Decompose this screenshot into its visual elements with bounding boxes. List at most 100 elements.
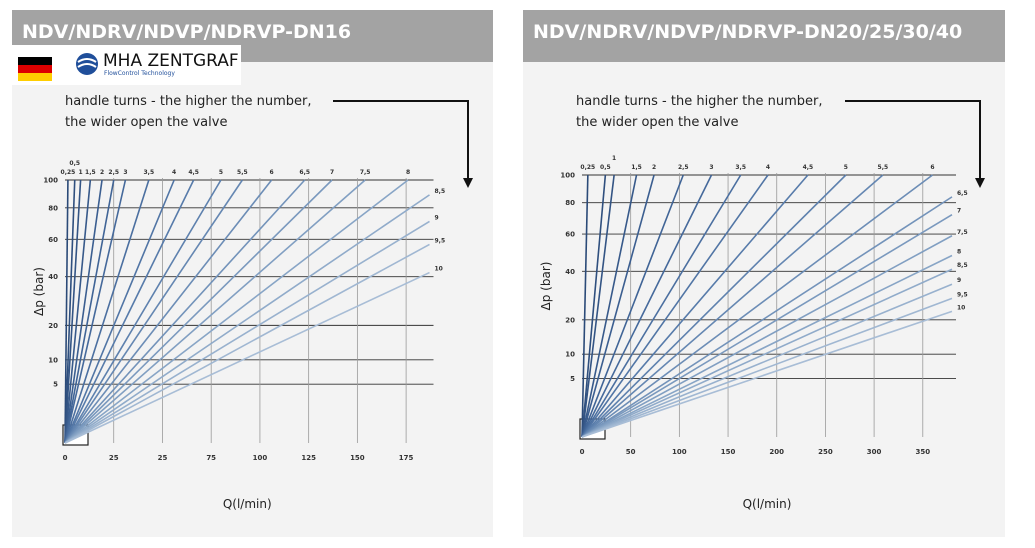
- curve: [581, 174, 638, 438]
- chart-title: NDV/NDRV/NDVP/NDRVP-DN20/25/30/40: [533, 21, 962, 43]
- curve: [581, 214, 953, 438]
- y-axis-label: Δp (bar): [32, 267, 46, 316]
- legend-label: 6,5: [957, 190, 968, 197]
- legend-label: 9: [957, 277, 961, 284]
- flag: [18, 57, 52, 81]
- legend-label: 5,5: [237, 169, 248, 176]
- arrow-head: [975, 178, 985, 188]
- curve: [581, 174, 589, 438]
- legend-label: 9,5: [435, 237, 446, 244]
- annotation: handle turns - the higher the number,: [65, 94, 311, 109]
- curve: [581, 283, 953, 438]
- legend-label: 3: [709, 164, 713, 171]
- legend-label: 0,25: [61, 169, 76, 176]
- legend-label: 8: [957, 248, 961, 255]
- y-tick-label: 40: [565, 268, 575, 276]
- curve: [64, 179, 150, 444]
- legend-label: 8,5: [435, 188, 446, 195]
- legend-label: 4: [172, 169, 176, 176]
- x-tick-label: 0: [63, 454, 68, 462]
- legend-label: 4,5: [188, 169, 199, 176]
- legend-label: 2: [100, 169, 104, 176]
- legend-label: 0,5: [69, 160, 80, 167]
- legend-label: 6: [270, 169, 274, 176]
- legend-label: 9,5: [957, 291, 968, 298]
- legend-label: 2,5: [678, 164, 689, 171]
- legend-label: 5,5: [878, 164, 889, 171]
- legend-label: 1,5: [85, 169, 96, 176]
- legend-label: 0,5: [600, 164, 611, 171]
- chart-title: NDV/NDRV/NDVP/NDRVP-DN16: [22, 21, 351, 43]
- x-tick-label: 75: [206, 454, 216, 462]
- legend-label: 0,25: [580, 164, 595, 171]
- legend-label: 1,5: [631, 164, 642, 171]
- curve: [581, 297, 953, 438]
- legend-label: 6: [930, 164, 934, 171]
- arrow: [845, 100, 981, 180]
- curve: [64, 179, 82, 444]
- x-axis-label: Q(l/min): [223, 497, 272, 511]
- y-tick-label: 5: [570, 375, 575, 383]
- curve: [64, 179, 222, 444]
- curve: [581, 254, 953, 438]
- legend-label: 5: [219, 169, 223, 176]
- legend-label: 4: [766, 164, 770, 171]
- x-tick-label: 150: [721, 448, 736, 456]
- annotation: the wider open the valve: [65, 115, 227, 130]
- x-tick-label: 125: [301, 454, 316, 462]
- panel: [523, 10, 1005, 537]
- legend-label: 4,5: [803, 164, 814, 171]
- y-tick-label: 10: [565, 351, 575, 359]
- logo-name: MHA ZENTGRAF: [103, 51, 239, 71]
- legend-label: 3,5: [143, 169, 154, 176]
- y-tick-label: 100: [560, 172, 575, 180]
- y-tick-label: 60: [565, 231, 575, 239]
- curve: [581, 174, 607, 438]
- curve: [581, 174, 884, 438]
- panel: [12, 10, 493, 537]
- legend-label: 7: [330, 169, 334, 176]
- legend-label: 2: [652, 164, 656, 171]
- curve: [581, 235, 953, 438]
- x-tick-label: 200: [769, 448, 784, 456]
- logo-icon: [77, 58, 97, 68]
- legend-label: 7: [957, 208, 961, 215]
- curve: [64, 179, 333, 444]
- y-tick-label: 10: [48, 356, 58, 364]
- y-axis-label: Δp (bar): [539, 262, 553, 311]
- x-tick-label: 250: [818, 448, 833, 456]
- curve: [64, 179, 103, 444]
- curve: [581, 196, 953, 438]
- curve: [64, 179, 409, 444]
- legend-label: 3: [123, 169, 127, 176]
- legend-label: 8: [406, 169, 410, 176]
- x-tick-label: 150: [350, 454, 365, 462]
- x-tick-label: 100: [672, 448, 687, 456]
- y-tick-label: 40: [48, 273, 58, 281]
- legend-label: 6,5: [299, 169, 310, 176]
- legend-label: 7,5: [360, 169, 371, 176]
- curve: [64, 179, 244, 444]
- y-tick-label: 100: [43, 177, 58, 185]
- curve: [64, 179, 92, 444]
- curve: [64, 179, 273, 444]
- y-tick-label: 80: [48, 204, 58, 212]
- x-tick-label: 175: [399, 454, 414, 462]
- x-tick-label: 50: [626, 448, 636, 456]
- y-tick-label: 5: [53, 381, 58, 389]
- x-tick-label: 0: [580, 448, 585, 456]
- arrow-head: [463, 178, 473, 188]
- legend-label: 3,5: [735, 164, 746, 171]
- y-tick-label: 20: [565, 316, 575, 324]
- curve: [581, 174, 809, 438]
- logo-tagline: FlowControl Technology: [104, 70, 175, 77]
- x-tick-label: 25: [109, 454, 119, 462]
- legend-label: 7,5: [957, 229, 968, 236]
- x-axis-label: Q(l/min): [743, 497, 792, 511]
- annotation: handle turns - the higher the number,: [576, 94, 822, 109]
- curve: [64, 179, 127, 444]
- legend-label: 8,5: [957, 262, 968, 269]
- legend-label: 9: [435, 214, 439, 221]
